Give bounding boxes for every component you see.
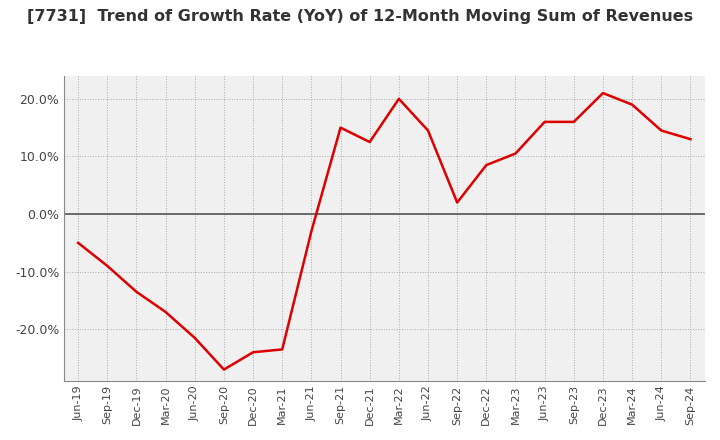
- Text: [7731]  Trend of Growth Rate (YoY) of 12-Month Moving Sum of Revenues: [7731] Trend of Growth Rate (YoY) of 12-…: [27, 9, 693, 24]
